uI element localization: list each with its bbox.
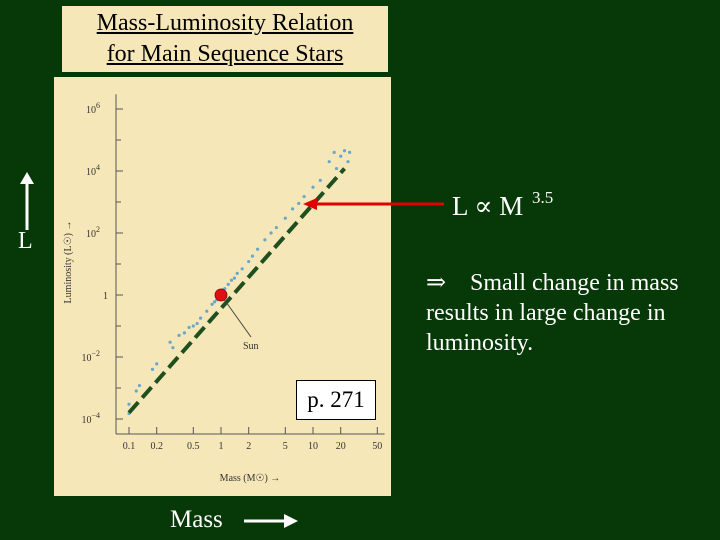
data-point xyxy=(232,276,237,280)
y-tick-label: 1 xyxy=(103,291,108,302)
data-point xyxy=(191,324,195,328)
data-point xyxy=(205,309,209,313)
x-tick-label: 5 xyxy=(283,441,288,452)
data-point xyxy=(235,271,239,275)
fit-line xyxy=(127,167,347,414)
data-point xyxy=(256,247,260,251)
data-point xyxy=(182,331,186,335)
data-point xyxy=(339,154,343,158)
data-point xyxy=(346,160,350,164)
sun-leader-line xyxy=(220,294,252,338)
page-reference: p. 271 xyxy=(296,380,376,420)
title-line-2: for Main Sequence Stars xyxy=(106,41,344,67)
data-point xyxy=(177,333,181,337)
plot-panel xyxy=(54,77,391,496)
data-point xyxy=(334,166,339,171)
data-point xyxy=(250,254,255,258)
y-tick-label: 104 xyxy=(86,163,100,178)
data-point xyxy=(348,150,352,154)
relation-formula: L ∝ M 3.5 xyxy=(452,188,553,222)
data-point xyxy=(171,346,175,350)
data-point xyxy=(290,207,295,211)
data-point xyxy=(297,201,301,206)
mass-side-label: Mass xyxy=(170,506,223,533)
x-tick-label: 1 xyxy=(219,441,224,452)
y-tick-label: 10−4 xyxy=(81,411,100,426)
annotation-arrow-head xyxy=(303,198,317,210)
title-line-1: Mass-Luminosity Relation xyxy=(96,10,354,36)
data-point xyxy=(155,362,159,366)
data-point xyxy=(274,225,278,230)
data-point xyxy=(134,389,138,393)
data-point xyxy=(226,282,230,286)
x-tick-label: 0.5 xyxy=(187,441,200,452)
annotation-arrow-group xyxy=(303,198,444,210)
axes: 0.1 0.2 0.5 1 2 5 10 20 50 10−4 10−2 1 102 104 106 Mass… xyxy=(63,94,385,484)
data-point xyxy=(187,325,191,330)
y-tick-label: 102 xyxy=(86,225,100,240)
data-point xyxy=(283,216,287,220)
data-point xyxy=(150,367,155,371)
data-point xyxy=(263,238,267,242)
relation-lhs: L xyxy=(452,191,468,221)
data-point xyxy=(240,267,244,271)
sun-marker-group: Sun xyxy=(214,288,259,352)
data-point xyxy=(195,321,199,326)
x-axis-title: Mass (M☉) → xyxy=(220,473,281,484)
sun-marker xyxy=(214,288,228,302)
data-point xyxy=(229,278,234,282)
data-point xyxy=(311,185,315,189)
x-tick-label: 0.2 xyxy=(150,441,163,452)
data-point xyxy=(168,340,172,344)
data-point xyxy=(342,149,347,153)
y-axis-title: Luminosity (L☉) → xyxy=(63,221,74,304)
slide-title: Mass-Luminosity Relation for Main Sequen… xyxy=(62,6,388,72)
x-tick-label: 50 xyxy=(372,441,382,452)
data-point xyxy=(318,178,322,182)
x-tick-label: 2 xyxy=(246,441,251,452)
data-point xyxy=(332,150,336,154)
relation-exponent: 3.5 xyxy=(532,188,554,207)
data-point xyxy=(327,160,331,164)
data-point xyxy=(269,231,273,235)
data-point xyxy=(137,383,142,388)
relation-symbol: ∝ xyxy=(474,191,493,221)
y-tick-label: 10−2 xyxy=(81,349,100,364)
y-tick-label: 106 xyxy=(86,101,100,116)
data-point xyxy=(302,194,306,199)
sun-label: Sun xyxy=(243,341,259,352)
x-tick-label: 10 xyxy=(308,441,318,452)
data-point xyxy=(212,300,217,304)
right-arrow-icon xyxy=(244,514,298,528)
x-tick-label: 0.1 xyxy=(123,441,136,452)
up-arrow-icon xyxy=(20,172,34,230)
x-tick-label: 20 xyxy=(336,441,346,452)
data-point xyxy=(210,302,214,306)
data-point xyxy=(127,402,131,406)
note-text: Small change in mass results in large ch… xyxy=(426,270,679,356)
implies-icon: ⇒ xyxy=(426,270,447,296)
data-point xyxy=(198,316,203,320)
fit-line-group xyxy=(127,167,347,414)
luminosity-side-label: L xyxy=(18,228,33,254)
data-point xyxy=(247,259,251,264)
note-text-block: ⇒ Small change in mass results in large c… xyxy=(426,268,706,358)
relation-rhs: M xyxy=(499,191,524,221)
